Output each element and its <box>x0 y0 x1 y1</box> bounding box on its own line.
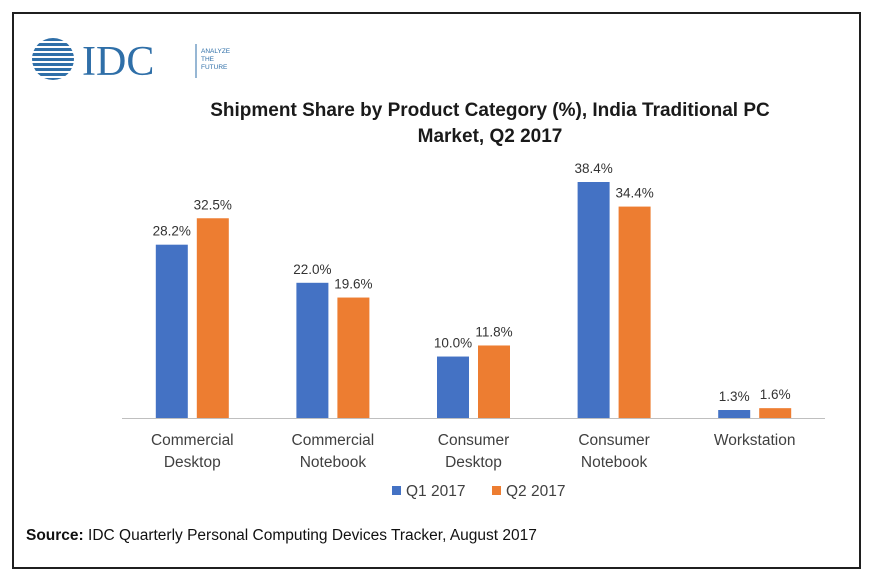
legend-swatch-q1 <box>392 486 401 495</box>
chart-frame <box>12 12 861 569</box>
data-label-q1-1: 22.0% <box>293 262 331 277</box>
data-label-q2-2: 11.8% <box>475 324 512 339</box>
idc-logo: IDC ANALYZE THE FUTURE <box>30 34 250 89</box>
category-label-1-1: Notebook <box>300 454 367 471</box>
data-label-q1-2: 10.0% <box>434 336 472 351</box>
legend-swatch-q2 <box>492 486 501 495</box>
category-label-2-1: Desktop <box>445 454 502 471</box>
data-label-q2-3: 34.4% <box>615 186 653 201</box>
bar-q2-1 <box>337 297 370 418</box>
category-label-1-0: Commercial <box>292 432 375 449</box>
category-label-3-1: Notebook <box>581 454 648 471</box>
data-label-q2-0: 32.5% <box>194 197 232 212</box>
logo-tagline-3: FUTURE <box>201 64 228 71</box>
idc-globe-logo-icon: IDC ANALYZE THE FUTURE <box>32 38 231 85</box>
bar-q2-4 <box>759 408 792 418</box>
category-label-0-1: Desktop <box>164 454 221 471</box>
chart-title: Shipment Share by Product Category (%), … <box>150 98 830 150</box>
data-label-q1-4: 1.3% <box>719 389 750 404</box>
data-label-q1-3: 38.4% <box>574 161 612 176</box>
data-label-q1-0: 28.2% <box>153 224 191 239</box>
category-label-0-0: Commercial <box>151 432 234 449</box>
source-prefix: Source: <box>26 527 84 544</box>
logo-tagline-1: ANALYZE <box>201 48 231 55</box>
data-label-q2-4: 1.6% <box>760 387 791 402</box>
logo-tagline-2: THE <box>201 56 215 63</box>
bar-q1-0 <box>155 244 188 418</box>
bar-q1-3 <box>577 182 610 418</box>
category-label-2-0: Consumer <box>438 432 510 449</box>
category-label-3-0: Consumer <box>578 432 650 449</box>
bar-q1-4 <box>718 410 751 418</box>
source-text: IDC Quarterly Personal Computing Devices… <box>83 527 537 544</box>
legend-label-q1: Q1 2017 <box>406 483 465 500</box>
chart-title-line-2: Market, Q2 2017 <box>417 126 563 147</box>
bar-q1-2 <box>437 356 469 418</box>
chart-title-line-1: Shipment Share by Product Category (%), … <box>210 100 770 121</box>
bar-q2-0 <box>196 218 229 418</box>
bar-q2-3 <box>618 206 651 418</box>
source-note: Source: IDC Quarterly Personal Computing… <box>26 527 537 545</box>
data-label-q2-1: 19.6% <box>334 277 372 292</box>
category-label-4-0: Workstation <box>714 432 796 449</box>
bar-q1-1 <box>296 282 329 418</box>
bar-q2-2 <box>478 345 510 418</box>
logo-brand-text: IDC <box>82 39 154 84</box>
legend-label-q2: Q2 2017 <box>506 483 565 500</box>
